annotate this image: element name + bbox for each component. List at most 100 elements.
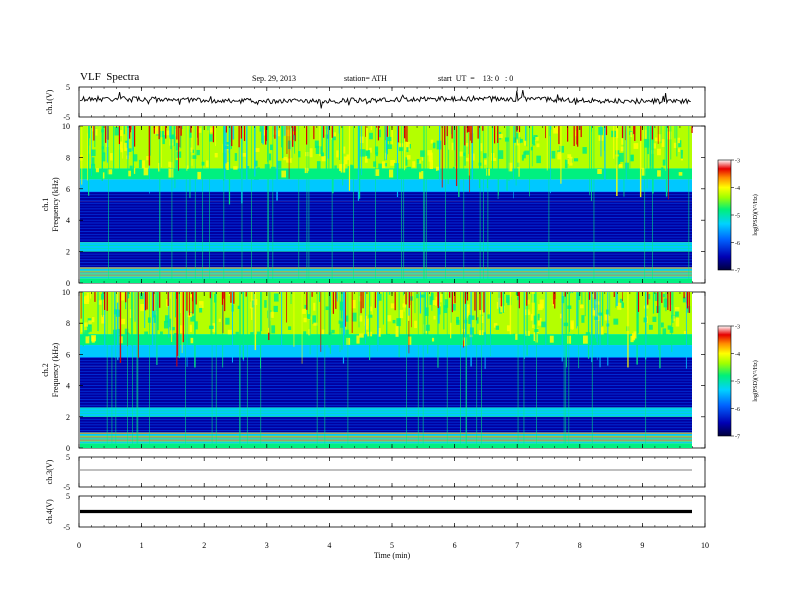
spectrogram-speck <box>97 300 102 305</box>
spectrogram-speck <box>551 150 556 159</box>
spectrogram-hotspot <box>129 126 131 139</box>
spectrogram-speck <box>325 306 329 311</box>
spectrogram-hotspot <box>176 126 178 140</box>
spectrogram-hotspot <box>483 292 485 313</box>
spectrogram-speck <box>190 315 195 322</box>
spectrogram-speck <box>421 157 424 161</box>
spectrogram-hotspot <box>446 126 448 137</box>
spectrogram-speck <box>142 160 145 169</box>
spectrogram-speck <box>564 159 568 169</box>
spectrogram-speck <box>374 169 380 176</box>
spectrogram-speck <box>121 318 126 325</box>
spectrogram-speck <box>298 151 301 158</box>
spectrogram-speck <box>530 313 534 321</box>
spectrogram-hotspot <box>153 126 155 134</box>
spectrogram-speck <box>91 163 96 170</box>
spectrogram-hotspot <box>377 126 380 141</box>
spectrogram-speck <box>302 308 306 314</box>
spectrogram-speck <box>507 296 512 306</box>
spectrogram-speck <box>597 169 602 174</box>
spectrogram-hotspot <box>661 292 663 303</box>
spectrogram-speck <box>654 292 659 301</box>
ch1-colorbar <box>717 159 732 271</box>
spectrogram-speck <box>525 299 530 305</box>
y-tick-label: 10 <box>62 122 70 131</box>
spectrogram-speck <box>619 163 623 168</box>
spectrogram-speck <box>559 145 565 153</box>
spectrogram-speck <box>345 315 349 322</box>
spectrogram-hotspot <box>306 292 308 310</box>
spectrogram-speck <box>140 304 145 312</box>
spectrogram-speck <box>478 330 484 336</box>
spectrogram-hotspot <box>518 292 520 309</box>
spectrogram-speck <box>562 334 567 342</box>
spectrogram-speck <box>515 139 519 146</box>
spectrogram-speck <box>262 129 267 136</box>
spectrogram-speck <box>573 158 579 162</box>
spectrogram-hotspot <box>405 126 407 142</box>
y-tick-label: 5 <box>66 453 70 462</box>
spectrogram-hotspot <box>129 126 131 133</box>
spectrogram-hotspot <box>637 292 640 312</box>
spectrogram-speck <box>390 303 395 309</box>
spectrogram-hotspot <box>195 292 197 305</box>
y-tick-label: -5 <box>63 483 70 492</box>
spectrogram-speck <box>246 165 250 174</box>
spectrogram-speck <box>414 320 418 329</box>
spectrogram-speck <box>523 151 526 159</box>
spectrogram-speck <box>162 135 165 145</box>
spectrogram-speck <box>657 148 661 156</box>
spectrogram-speck <box>152 310 156 318</box>
spectrogram-hotspot <box>451 292 453 313</box>
spectrogram-hotspot <box>688 292 690 313</box>
spectrogram-speck <box>452 166 455 171</box>
spectrogram-speck <box>468 314 471 324</box>
spectrogram-speck <box>332 132 336 141</box>
spectrogram-speck <box>395 324 400 332</box>
spectrogram-hotspot <box>526 292 528 306</box>
x-axis-label: Time (min) <box>374 551 411 560</box>
spectrogram-speck <box>336 150 339 158</box>
spectrogram-hotspot <box>651 126 654 140</box>
spectrogram-speck <box>541 321 546 328</box>
spectrogram-speck <box>615 156 621 165</box>
spectrogram-band <box>80 432 692 444</box>
spectrogram-speck <box>661 139 665 147</box>
spectrogram-speck <box>292 134 297 140</box>
spectrogram-speck <box>443 305 448 314</box>
spectrogram-speck <box>144 331 148 339</box>
spectrogram-speck <box>166 130 172 136</box>
spectrogram-hotspot <box>159 292 161 308</box>
spectrogram-speck <box>633 143 639 149</box>
spectrogram-speck <box>487 314 490 319</box>
spectrogram-speck <box>321 155 327 162</box>
spectrogram-hotspot <box>647 292 649 305</box>
spectrogram-speck <box>620 146 625 152</box>
spectrogram-speck <box>320 146 323 155</box>
spectrogram-speck <box>429 160 433 170</box>
spectrogram-speck <box>617 302 622 310</box>
spectrogram-speck <box>199 304 203 313</box>
spectrogram-speck <box>174 170 178 175</box>
spectrogram-speck <box>124 328 129 336</box>
spectrogram-speck <box>174 128 177 137</box>
spectrogram-speck <box>398 147 403 152</box>
spectrogram-speck <box>613 318 619 325</box>
ch1-waveform-line <box>79 90 691 109</box>
spectrogram-hotspot <box>209 292 211 299</box>
spectrogram-speck <box>667 325 672 330</box>
spectrogram-speck <box>481 316 484 323</box>
spectrogram-speck <box>309 148 313 158</box>
spectrogram-speck <box>619 302 624 308</box>
spectrogram-speck <box>456 316 459 323</box>
spectrogram-speck <box>374 146 379 155</box>
ch2-spectrogram <box>80 292 692 448</box>
spectrogram-speck <box>435 166 440 171</box>
spectrogram-hotspot <box>192 292 194 314</box>
spectrogram-hotspot <box>634 126 636 141</box>
spectrogram-speck <box>641 167 646 176</box>
spectrogram-hotspot <box>573 126 575 147</box>
spectrogram-speck <box>273 293 279 302</box>
spectrogram-hotspot <box>386 126 388 137</box>
spectrogram-speck <box>303 331 307 337</box>
